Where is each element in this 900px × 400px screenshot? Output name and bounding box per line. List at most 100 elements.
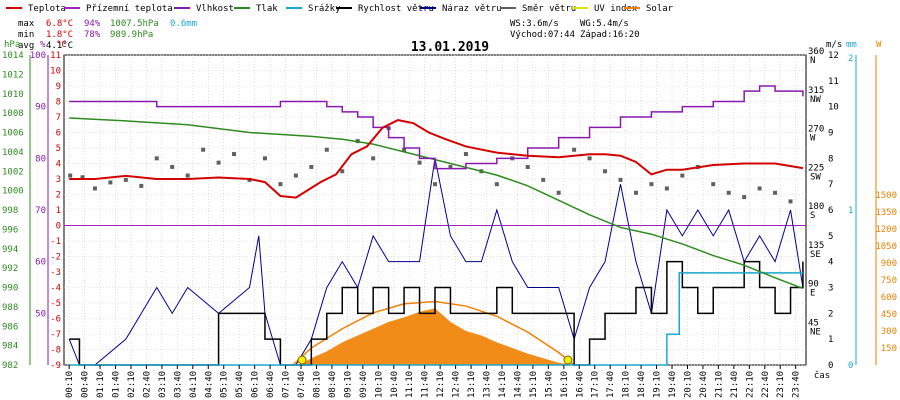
wind-dir-point bbox=[618, 177, 623, 182]
x-tick-label: 12:10 bbox=[436, 371, 446, 398]
wind-speed-tick: 2 bbox=[828, 309, 833, 319]
humidity-line bbox=[69, 85, 804, 170]
rain-tick: 1 bbox=[848, 206, 853, 216]
solar-tick: 600 bbox=[881, 293, 897, 303]
wind-dir-point bbox=[324, 147, 329, 152]
wind-dir-point bbox=[525, 164, 530, 169]
wind-dir-point bbox=[711, 182, 716, 187]
pressure-tick: 1006 bbox=[2, 129, 24, 139]
pressure-tick: 984 bbox=[2, 342, 18, 352]
x-tick-label: 09:10 bbox=[343, 371, 353, 398]
stats-min-label: min bbox=[18, 30, 34, 40]
x-tick-label: 01:40 bbox=[112, 371, 122, 398]
x-tick-label: 12:40 bbox=[452, 371, 462, 398]
wind-dir-tick: 135 bbox=[808, 241, 824, 251]
wind-speed-tick: 7 bbox=[828, 180, 833, 190]
x-tick-label: 07:10 bbox=[282, 371, 292, 398]
x-tick-label: 22:10 bbox=[745, 371, 755, 398]
x-tick-label: 17:10 bbox=[591, 371, 601, 398]
temperature-tick: 7 bbox=[56, 113, 61, 123]
temperature-tick: 6 bbox=[56, 129, 61, 139]
stats-avg-label: avg bbox=[18, 41, 34, 51]
wind-dir-point bbox=[463, 152, 468, 157]
wind-dir-point bbox=[262, 156, 267, 161]
temperature-unit: °C bbox=[56, 40, 67, 50]
pressure-tick: 1002 bbox=[2, 167, 24, 177]
wind-speed-tick: 9 bbox=[828, 129, 833, 139]
wind-dir-tick: 315 bbox=[808, 86, 824, 96]
x-tick-label: 13:40 bbox=[483, 371, 493, 398]
wind-gust-line bbox=[68, 158, 804, 366]
solar-tick: 1500 bbox=[875, 191, 897, 201]
x-tick-label: 05:40 bbox=[235, 371, 245, 398]
legend-item: Přízemní teplota bbox=[64, 4, 173, 14]
wind-dir-tick: 180 bbox=[808, 202, 824, 212]
wind-dir-point bbox=[757, 186, 762, 191]
temperature-tick: -3 bbox=[50, 268, 61, 278]
x-tick-label: 03:40 bbox=[173, 371, 183, 398]
wind-speed-tick: 8 bbox=[828, 154, 833, 164]
x-tick-label: 17:40 bbox=[606, 371, 616, 398]
wind-speed-tick: 11 bbox=[828, 77, 839, 87]
x-tick-label: 16:10 bbox=[560, 371, 570, 398]
x-tick-label: 06:10 bbox=[251, 371, 261, 398]
stats-max-temp: 6.8°C bbox=[46, 19, 73, 29]
pressure-line bbox=[69, 117, 804, 290]
temperature-tick: 0 bbox=[56, 222, 61, 232]
wind-dir-point bbox=[587, 156, 592, 161]
x-tick-label: 10:40 bbox=[390, 371, 400, 398]
x-tick-label: 10:10 bbox=[374, 371, 384, 398]
axes: 1014101210101008100610041002100099899699… bbox=[2, 40, 897, 371]
temperature-tick: 9 bbox=[56, 82, 61, 92]
wind-dir-point bbox=[170, 164, 175, 169]
wind-dir-point bbox=[123, 177, 128, 182]
x-tick-label: 05:10 bbox=[220, 371, 230, 398]
wind-dir-label: NE bbox=[810, 327, 821, 337]
wind-dir-label: E bbox=[810, 289, 815, 299]
pressure-tick: 988 bbox=[2, 303, 18, 313]
chart-title: 13.01.2019 bbox=[411, 40, 489, 55]
wind-speed-tick: 5 bbox=[828, 232, 833, 242]
legend-item: Solar bbox=[624, 4, 674, 14]
wind-dir-point bbox=[139, 183, 144, 188]
pressure-tick: 982 bbox=[2, 361, 18, 371]
wind-dir-point bbox=[433, 182, 437, 187]
wind-dir-point bbox=[108, 180, 113, 185]
pressure-tick: 1014 bbox=[2, 51, 24, 61]
solar-tick: 1350 bbox=[875, 208, 897, 218]
x-tick-label: 14:10 bbox=[498, 371, 508, 398]
x-tick-label: 20:10 bbox=[683, 371, 693, 398]
wind-dir-point bbox=[371, 156, 376, 161]
temperature-tick: 11 bbox=[50, 51, 61, 61]
sunset-time: Západ:16:20 bbox=[580, 30, 640, 40]
wind-dir-point bbox=[603, 169, 608, 174]
solar-unit: W bbox=[876, 40, 882, 50]
stats-min-hum: 78% bbox=[84, 30, 101, 40]
stats-max-label: max bbox=[18, 19, 35, 29]
rain-tick: 0 bbox=[848, 361, 853, 371]
wind-speed-tick: 3 bbox=[828, 284, 833, 294]
wind-speed-avg: WS:3.6m/s bbox=[510, 19, 559, 29]
wind-dir-point bbox=[185, 173, 190, 178]
humidity-tick: 60 bbox=[35, 258, 46, 268]
x-tick-label: 02:10 bbox=[127, 371, 137, 398]
wind-speed-tick: 4 bbox=[828, 258, 833, 268]
stats-block: max 6.8°C 94% 1007.5hPa 0.6mm min 1.8°C … bbox=[18, 19, 197, 51]
wind-dir-point bbox=[556, 190, 561, 195]
temperature-tick: -7 bbox=[50, 330, 61, 340]
wind-dir-tick: 225 bbox=[808, 163, 824, 173]
solar-tick: 900 bbox=[881, 259, 897, 269]
wind-dir-point bbox=[154, 156, 159, 161]
wind-dir-label: SW bbox=[810, 172, 821, 182]
x-tick-label: 03:10 bbox=[158, 371, 168, 398]
wind-dir-point bbox=[541, 177, 546, 182]
pressure-tick: 1004 bbox=[2, 148, 24, 158]
wind-dir-point bbox=[572, 147, 577, 152]
wind-dir-label: S bbox=[810, 211, 815, 221]
x-tick-label: 08:40 bbox=[328, 371, 338, 398]
wind-dir-point bbox=[68, 173, 73, 178]
pressure-tick: 1000 bbox=[2, 187, 24, 197]
x-tick-label: 04:40 bbox=[204, 371, 214, 398]
